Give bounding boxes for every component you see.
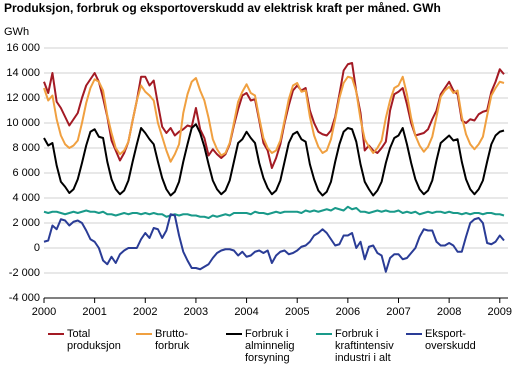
y-tick-label: 12 000: [6, 92, 40, 104]
y-tick-label: 8 000: [12, 142, 40, 154]
y-tick-label: 16 000: [6, 42, 40, 54]
y-tick-label: 14 000: [6, 67, 40, 79]
legend-label: Forbruk i kraftintensiv industri i alt: [335, 328, 394, 364]
y-axis-label: GWh: [4, 26, 29, 38]
series-line: [43, 213, 505, 273]
chart-title: Produksjon, forbruk og eksportoverskudd …: [4, 1, 441, 15]
y-tick-label: 4 000: [12, 192, 40, 204]
series-line: [43, 62, 505, 169]
legend-label: Forbruk i alminnelig forsyning: [245, 328, 295, 364]
x-tick-label: 2002: [133, 306, 157, 318]
legend-swatch: [136, 333, 152, 335]
x-tick-label: 2007: [386, 306, 410, 318]
series-line: [43, 75, 505, 163]
y-tick-label: 10 000: [6, 117, 40, 129]
y-tick-label: 0: [34, 242, 40, 254]
series-line: [43, 123, 505, 197]
series-line: [43, 205, 505, 219]
legend-swatch: [48, 333, 64, 335]
legend-label: Eksport-overskudd: [425, 328, 476, 352]
x-tick-label: 2005: [285, 306, 309, 318]
x-tick-label: 2000: [32, 306, 56, 318]
x-tick-label: 2004: [234, 306, 258, 318]
legend-swatch: [316, 333, 332, 335]
y-tick-label: 6 000: [12, 167, 40, 179]
y-tick-label: 2 000: [12, 217, 40, 229]
y-tick-label: -2 000: [9, 267, 40, 279]
x-tick-label: 2009: [488, 306, 512, 318]
x-tick-label: 2008: [437, 306, 461, 318]
x-tick-label: 2006: [336, 306, 360, 318]
legend-label: Brutto-forbruk: [155, 328, 190, 352]
x-tick-label: 2003: [184, 306, 208, 318]
legend-swatch: [226, 333, 242, 335]
legend-label: Total produksjon: [67, 328, 121, 352]
y-tick-label: -4 000: [9, 292, 40, 304]
x-tick-label: 2001: [82, 306, 106, 318]
legend-swatch: [406, 333, 422, 335]
